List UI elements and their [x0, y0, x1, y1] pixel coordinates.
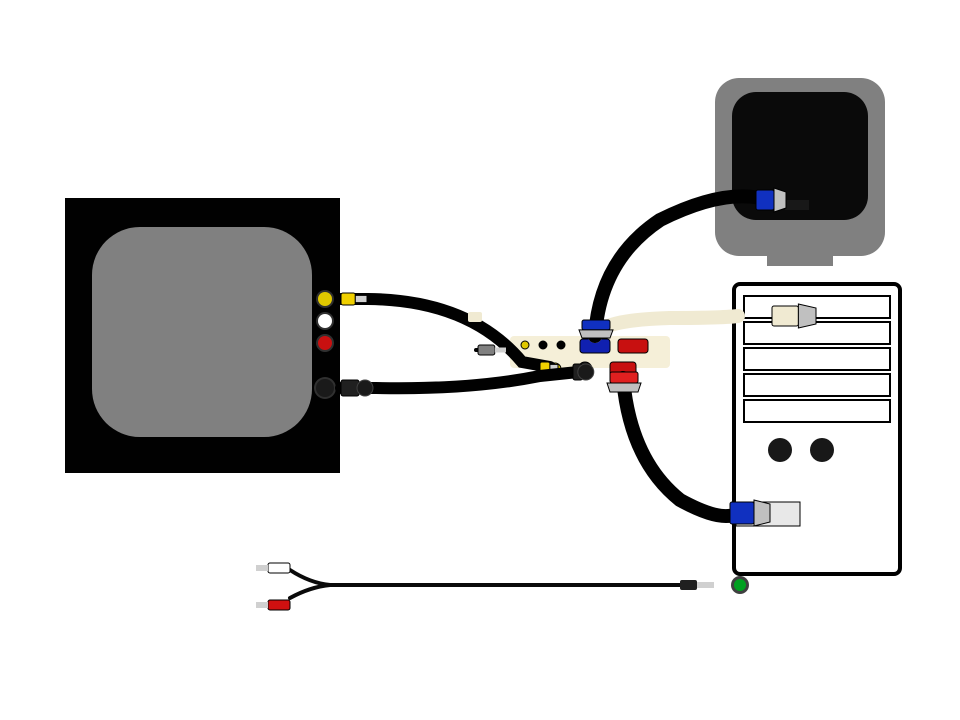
connection-diagram	[0, 0, 960, 720]
switchbox-port-audio-jack	[539, 341, 547, 349]
audio-jack-socket	[734, 579, 746, 591]
pc-tower	[734, 284, 900, 574]
pc-front-button	[768, 438, 792, 462]
cable-switchbox-beige-vga-to-pc	[670, 316, 738, 318]
monitor-base	[767, 256, 833, 266]
loose-rca-red-plug	[268, 600, 290, 610]
tv-port-rca-white	[318, 314, 332, 328]
pc-front-button	[810, 438, 834, 462]
loose-rca-white-plug	[268, 563, 290, 573]
tv-port-rca-yellow	[318, 292, 332, 306]
minijack-plug	[697, 582, 714, 588]
switchbox-port-composite	[557, 341, 565, 349]
tv-port-rca-red	[318, 336, 332, 350]
switchbox-port-audio-jack	[521, 341, 529, 349]
switchbox-port-vga-red	[618, 339, 648, 353]
tv-port-s-video	[316, 379, 334, 397]
tv-screen	[92, 227, 312, 437]
monitor-vga-port	[785, 200, 809, 210]
diagram-svg	[0, 0, 960, 720]
